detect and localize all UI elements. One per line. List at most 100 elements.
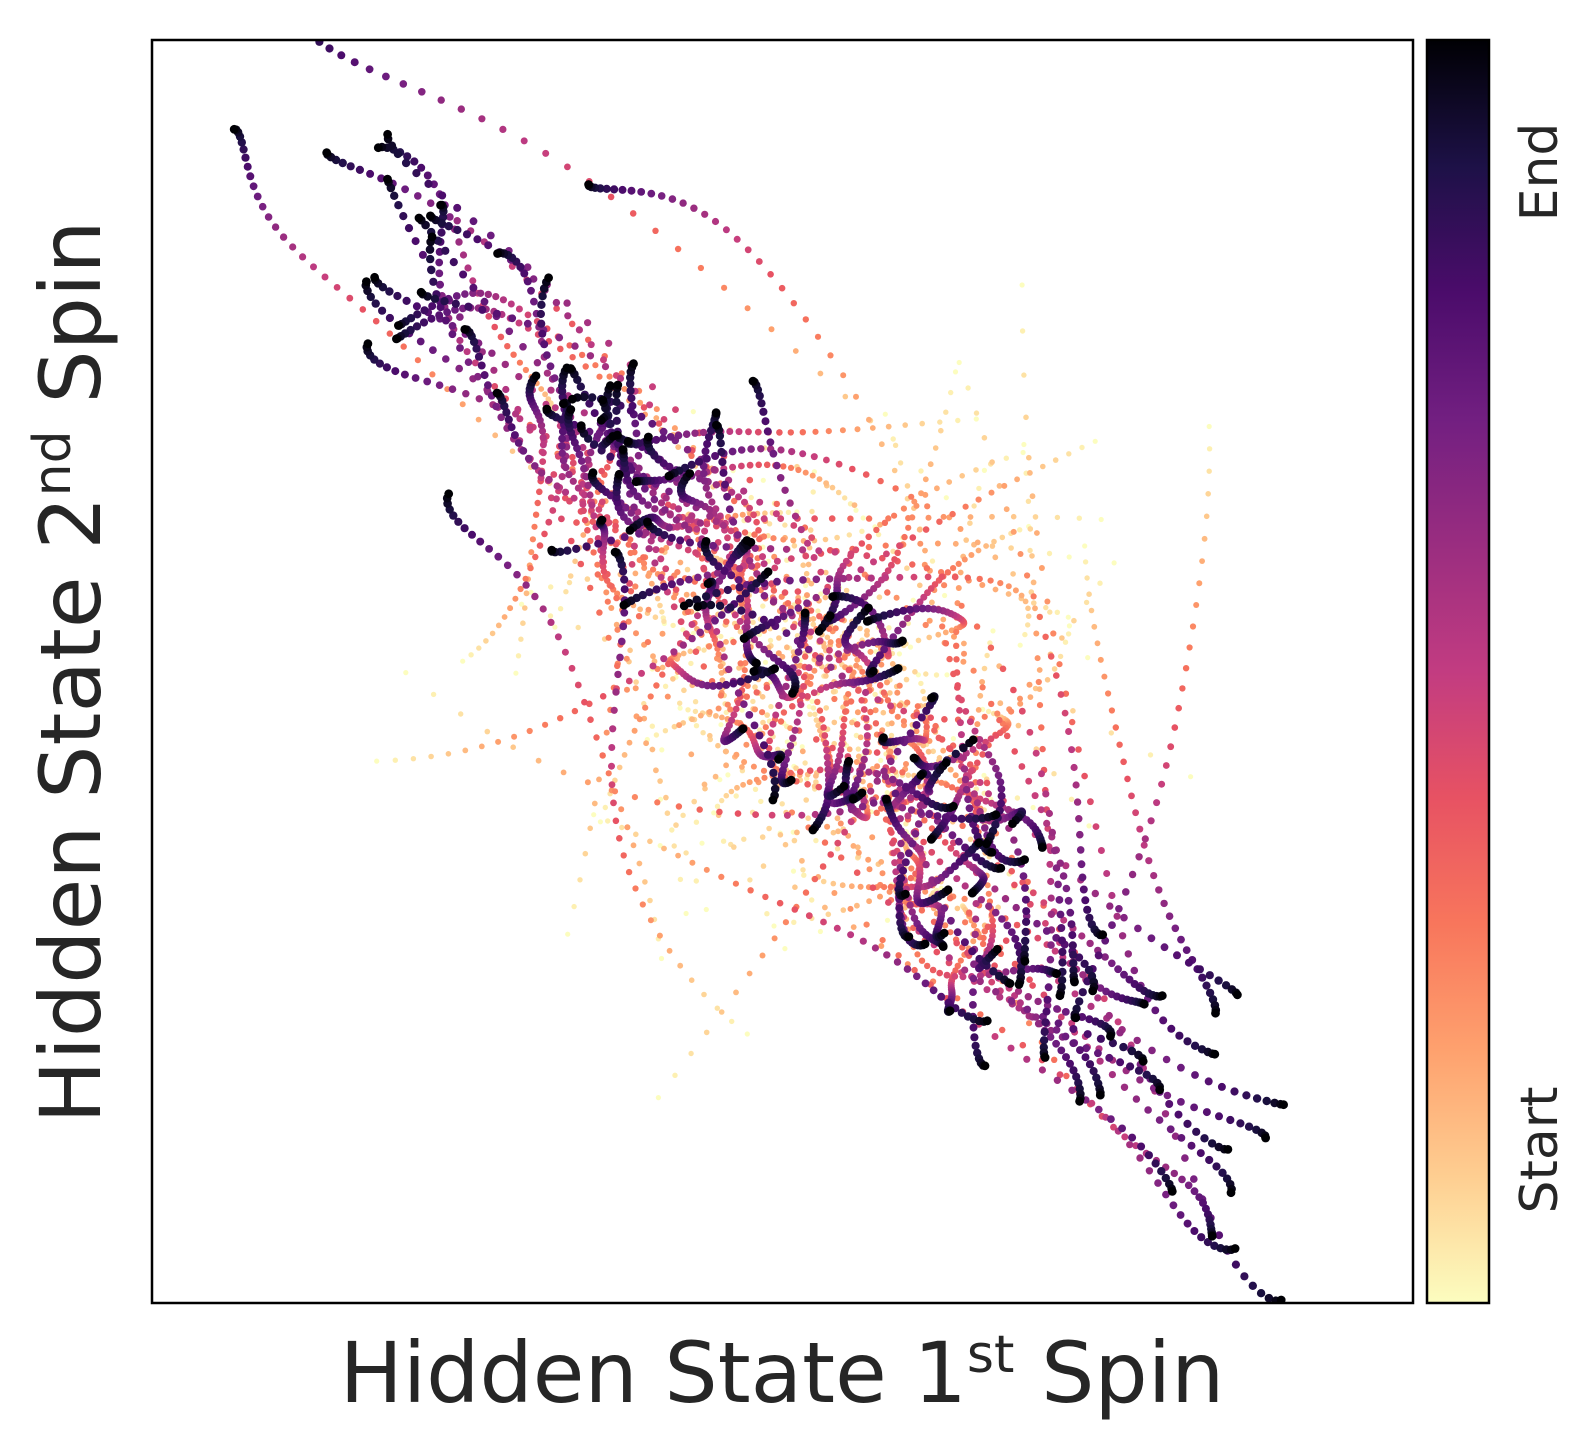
trajectory-point: [807, 634, 813, 640]
trajectory-point: [770, 587, 778, 594]
trajectory-point: [623, 655, 630, 662]
trajectory-point: [760, 515, 768, 523]
trajectory-point: [864, 603, 873, 613]
trajectory-point: [775, 650, 782, 657]
trajectory-point: [632, 429, 641, 438]
trajectory-point: [700, 730, 706, 736]
trajectory-point: [916, 598, 924, 606]
trajectory-point: [622, 503, 630, 512]
trajectory-point: [672, 586, 680, 593]
trajectory-point: [657, 602, 663, 609]
trajectory-point: [927, 693, 936, 703]
trajectory-point: [842, 557, 850, 565]
trajectory-point: [927, 461, 934, 468]
trajectory-point: [484, 381, 492, 390]
trajectory-point: [563, 299, 571, 307]
trajectory-point: [1024, 572, 1031, 579]
trajectory-point: [953, 642, 960, 649]
trajectory-point: [599, 558, 607, 565]
trajectory-point: [532, 553, 539, 561]
trajectory-point: [743, 618, 751, 626]
trajectory-point: [1066, 623, 1072, 629]
trajectory-point: [1236, 1119, 1245, 1128]
trajectory-point: [859, 937, 867, 945]
trajectory-point: [1023, 414, 1029, 421]
trajectory-point: [710, 466, 718, 474]
trajectory-point: [766, 545, 775, 553]
trajectory-point: [953, 928, 962, 937]
trajectory-point: [948, 784, 956, 791]
trajectory-point: [1014, 980, 1024, 989]
trajectory-point: [721, 284, 728, 291]
trajectory-point: [613, 380, 623, 390]
trajectory-point: [784, 749, 792, 757]
trajectory-point: [991, 908, 1000, 917]
trajectory-point: [831, 548, 839, 556]
trajectory-point: [982, 738, 989, 746]
trajectory-point: [759, 553, 766, 561]
trajectory-point: [824, 765, 832, 774]
trajectory-point: [752, 658, 761, 668]
trajectory-point: [732, 880, 740, 887]
trajectory-point: [681, 687, 687, 694]
trajectory-point: [385, 313, 394, 323]
trajectory-point: [614, 662, 621, 670]
trajectory-point: [962, 785, 971, 794]
trajectory-point: [730, 584, 737, 591]
trajectory-point: [538, 386, 545, 392]
trajectory-point: [448, 322, 457, 330]
trajectory-point: [741, 667, 748, 674]
trajectory-point: [836, 808, 844, 816]
trajectory-point: [632, 583, 639, 590]
trajectory-point: [752, 811, 759, 818]
trajectory-point: [816, 707, 824, 714]
trajectory-point: [663, 794, 669, 801]
trajectory-point: [792, 348, 799, 354]
trajectory-point: [845, 666, 853, 674]
trajectory-point: [659, 671, 666, 678]
trajectory-point: [488, 349, 496, 357]
trajectory-point: [713, 713, 719, 719]
trajectory-point: [469, 217, 478, 226]
trajectory-point: [873, 770, 882, 778]
trajectory-point: [1214, 976, 1223, 985]
trajectory-point: [753, 689, 760, 696]
trajectory-point: [1015, 722, 1022, 729]
trajectory-point: [1101, 673, 1108, 680]
trajectory-point: [655, 420, 663, 427]
trajectory-point: [1198, 973, 1207, 982]
trajectory-point: [718, 457, 727, 467]
trajectory-point: [602, 804, 608, 811]
trajectory-point: [701, 592, 711, 601]
trajectory-point: [350, 58, 359, 67]
trajectory-point: [468, 530, 476, 539]
trajectory-point: [866, 782, 874, 790]
trajectory-point: [1057, 976, 1067, 985]
trajectory-point: [980, 743, 988, 752]
trajectory-point: [752, 706, 758, 713]
trajectory-point: [1043, 819, 1051, 828]
trajectory-point: [1024, 993, 1033, 1001]
trajectory-point: [832, 625, 839, 632]
trajectory-point: [1233, 990, 1242, 1000]
trajectory-point: [823, 705, 829, 711]
trajectory-point: [802, 653, 809, 660]
trajectory-point: [441, 246, 450, 255]
trajectory-point: [444, 222, 453, 231]
trajectory-point: [533, 359, 542, 367]
trajectory-point: [1010, 513, 1017, 520]
trajectory-point: [997, 580, 1004, 587]
trajectory-point: [694, 573, 702, 582]
trajectory-point: [711, 810, 717, 816]
trajectory-point: [941, 839, 949, 846]
trajectory-point: [790, 868, 797, 874]
trajectory-point: [531, 592, 539, 601]
trajectory-point: [850, 843, 857, 849]
trajectory-point: [1175, 1031, 1184, 1040]
trajectory-point: [612, 522, 619, 530]
trajectory-point: [1008, 867, 1015, 875]
trajectory-point: [1165, 912, 1174, 920]
trajectory-point: [916, 801, 925, 810]
trajectory-point: [826, 625, 833, 632]
trajectory-point: [795, 709, 803, 717]
